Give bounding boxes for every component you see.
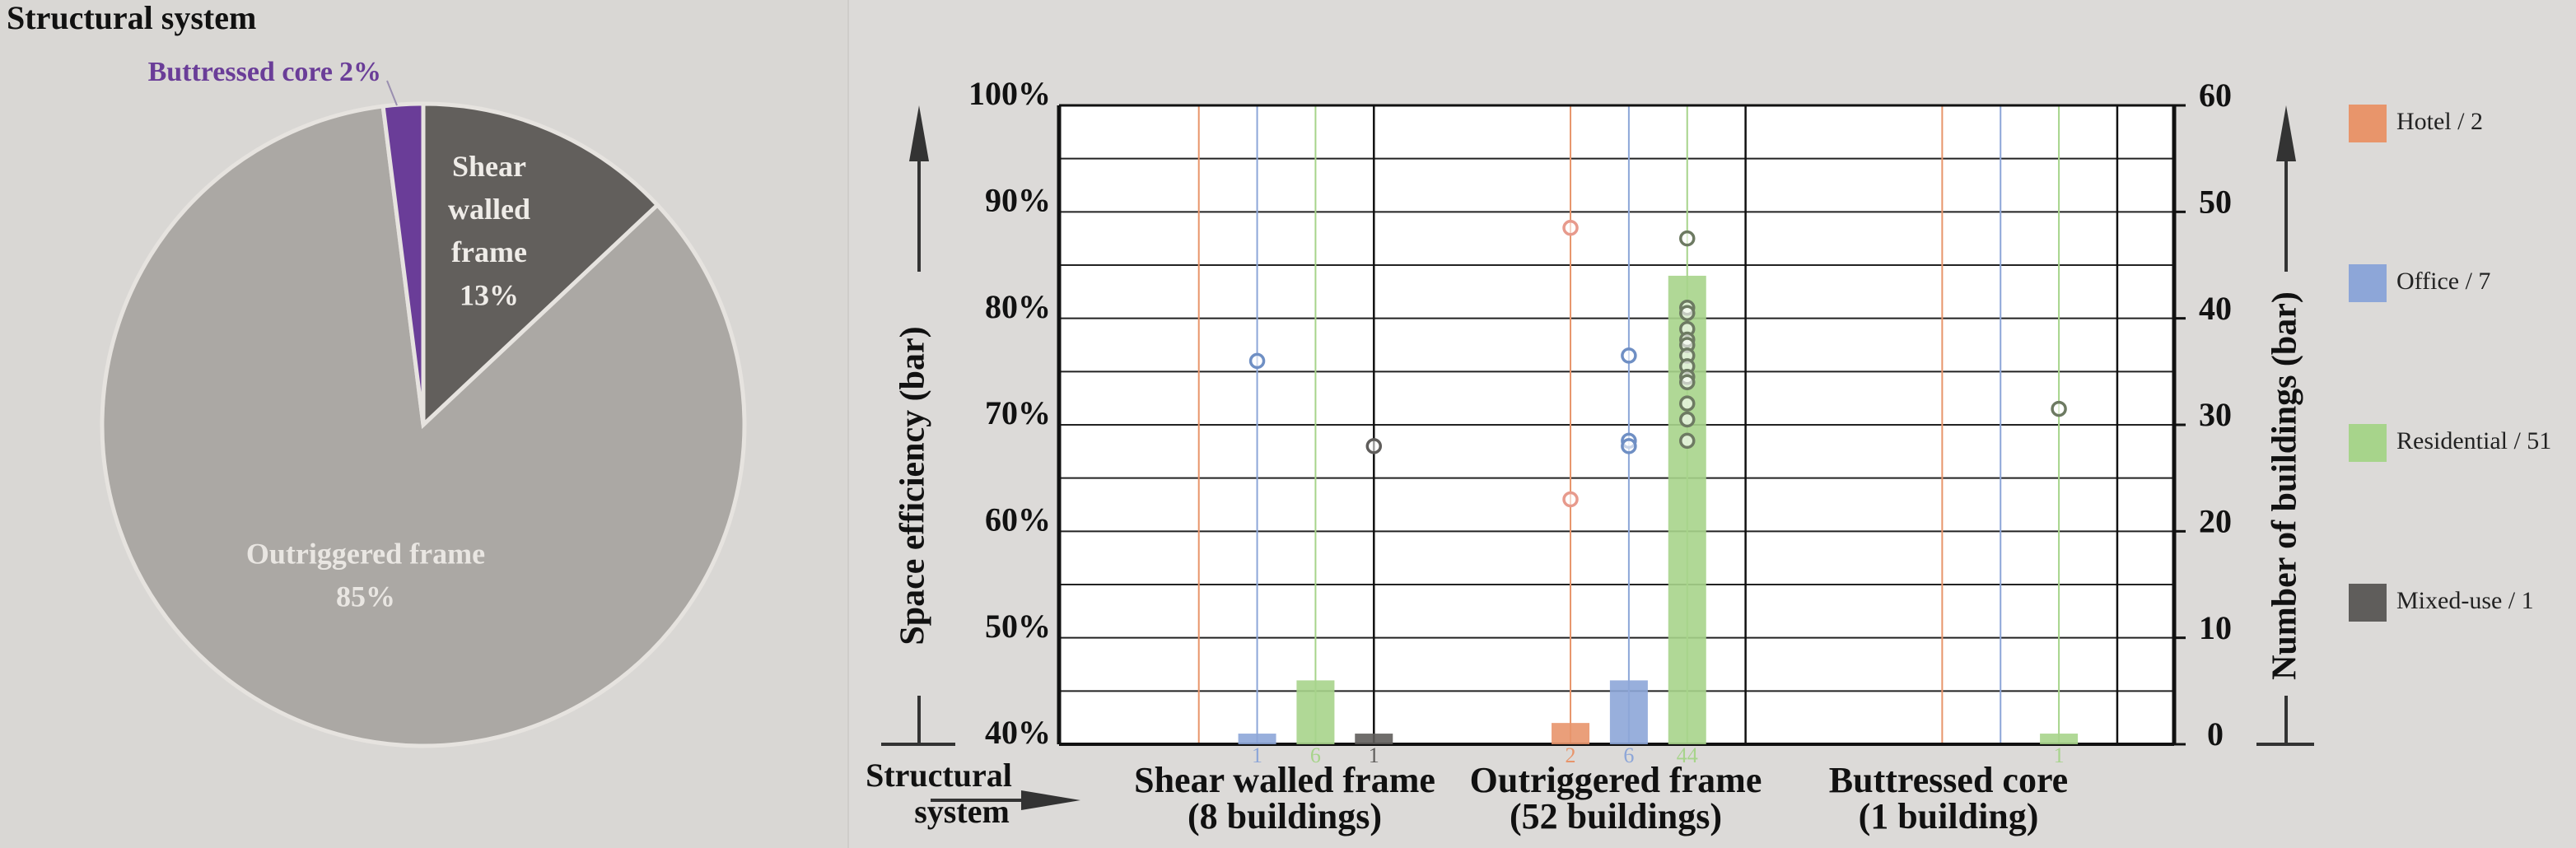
slice-label: Buttressed core [148, 57, 333, 87]
count-label: 6 [1623, 743, 1634, 767]
efficiency-point [1679, 432, 1696, 450]
legend-label: Residential / 51 [2396, 427, 2551, 454]
efficiency-point [2051, 400, 2067, 417]
leader-line [386, 80, 398, 106]
x-axis-arrow [931, 790, 1080, 810]
y-tick-label: 70% [985, 394, 1051, 431]
legend-label: Mixed-use / 1 [2396, 587, 2534, 614]
y-axis-label: Space efficiency (bar) [894, 326, 932, 645]
y-tick-label: 50% [985, 608, 1051, 645]
y2-tick-label: 0 [2207, 715, 2224, 752]
pie-chart: Shear walled frame 13% Outriggered frame 85% B… [100, 57, 747, 748]
y2-tick-label: 60 [2199, 77, 2232, 114]
count-label: 1 [1252, 743, 1262, 767]
slice-value: 2% [339, 57, 381, 87]
bar [1355, 734, 1393, 744]
right-axis-arrow [2256, 105, 2314, 746]
y-tick-label: 80% [985, 288, 1051, 325]
slice-label: Outriggered frame [246, 537, 485, 570]
legend-swatch [2349, 584, 2387, 622]
x-tick-sublabel: (8 buildings) [1188, 796, 1382, 836]
efficiency-point [1248, 352, 1266, 370]
slice-value: 13% [460, 278, 519, 311]
bar [2040, 734, 2079, 744]
pie-title: Structural system [7, 0, 256, 36]
legend-swatch [2349, 424, 2387, 462]
efficiency-point [1621, 347, 1637, 364]
efficiency-point [1562, 219, 1579, 236]
y2-tick-label: 50 [2199, 184, 2232, 221]
count-label: 44 [1677, 743, 1698, 767]
slice-label: Shear walled frame [448, 150, 530, 268]
pie-slice [100, 104, 747, 748]
y-tick-label: 90% [985, 182, 1051, 219]
y-tick-label: 40% [985, 714, 1051, 751]
x-tick-label: Buttressed core [1829, 760, 2068, 800]
legend-swatch [2349, 105, 2387, 142]
efficiency-point [1562, 491, 1579, 508]
efficiency-point [1679, 411, 1696, 428]
count-label: 2 [1566, 743, 1576, 767]
x-tick-sublabel: (1 building) [1859, 796, 2039, 836]
y2-tick-label: 40 [2199, 290, 2232, 327]
slice-value: 85% [336, 580, 395, 613]
efficiency-point [1679, 305, 1696, 321]
count-label: 6 [1310, 743, 1321, 767]
efficiency-point [1365, 438, 1383, 454]
y2-tick-label: 20 [2199, 503, 2232, 540]
bar [1238, 734, 1276, 744]
legend-swatch [2349, 264, 2387, 302]
y-tick-label: 60% [985, 501, 1051, 538]
x-tick-label: Shear walled frame [1134, 760, 1435, 800]
bar [1609, 680, 1648, 744]
y-tick-label: 100% [968, 75, 1051, 112]
legend-label: Office / 7 [2396, 268, 2490, 295]
legend-label: Hotel / 2 [2396, 108, 2483, 135]
efficiency-point [1679, 395, 1696, 412]
y2-tick-label: 10 [2199, 609, 2232, 646]
y2-tick-label: 30 [2199, 396, 2232, 433]
efficiency-point [1621, 438, 1637, 454]
x-tick-sublabel: (52 buildings) [1510, 796, 1722, 836]
x-axis-label: Structural system [866, 757, 1012, 830]
combo-chart: 40% 50% 60% 70% 80% 90% 100% 0 10 20 30 40 50 60 2 1 6 6 4… [866, 75, 2551, 836]
x-tick-label: Outriggered frame [1470, 760, 1762, 800]
bar [1296, 680, 1335, 744]
efficiency-point [1679, 230, 1696, 247]
pie-slice [380, 101, 426, 426]
count-label: 1 [2054, 743, 2065, 767]
efficiency-point [1679, 374, 1696, 391]
bar [1552, 723, 1590, 744]
y2-axis-label: Number of buildings (bar) [2266, 291, 2304, 680]
left-axis-arrow [881, 105, 955, 746]
pie-slice [421, 101, 660, 430]
count-label: 1 [1369, 743, 1379, 767]
